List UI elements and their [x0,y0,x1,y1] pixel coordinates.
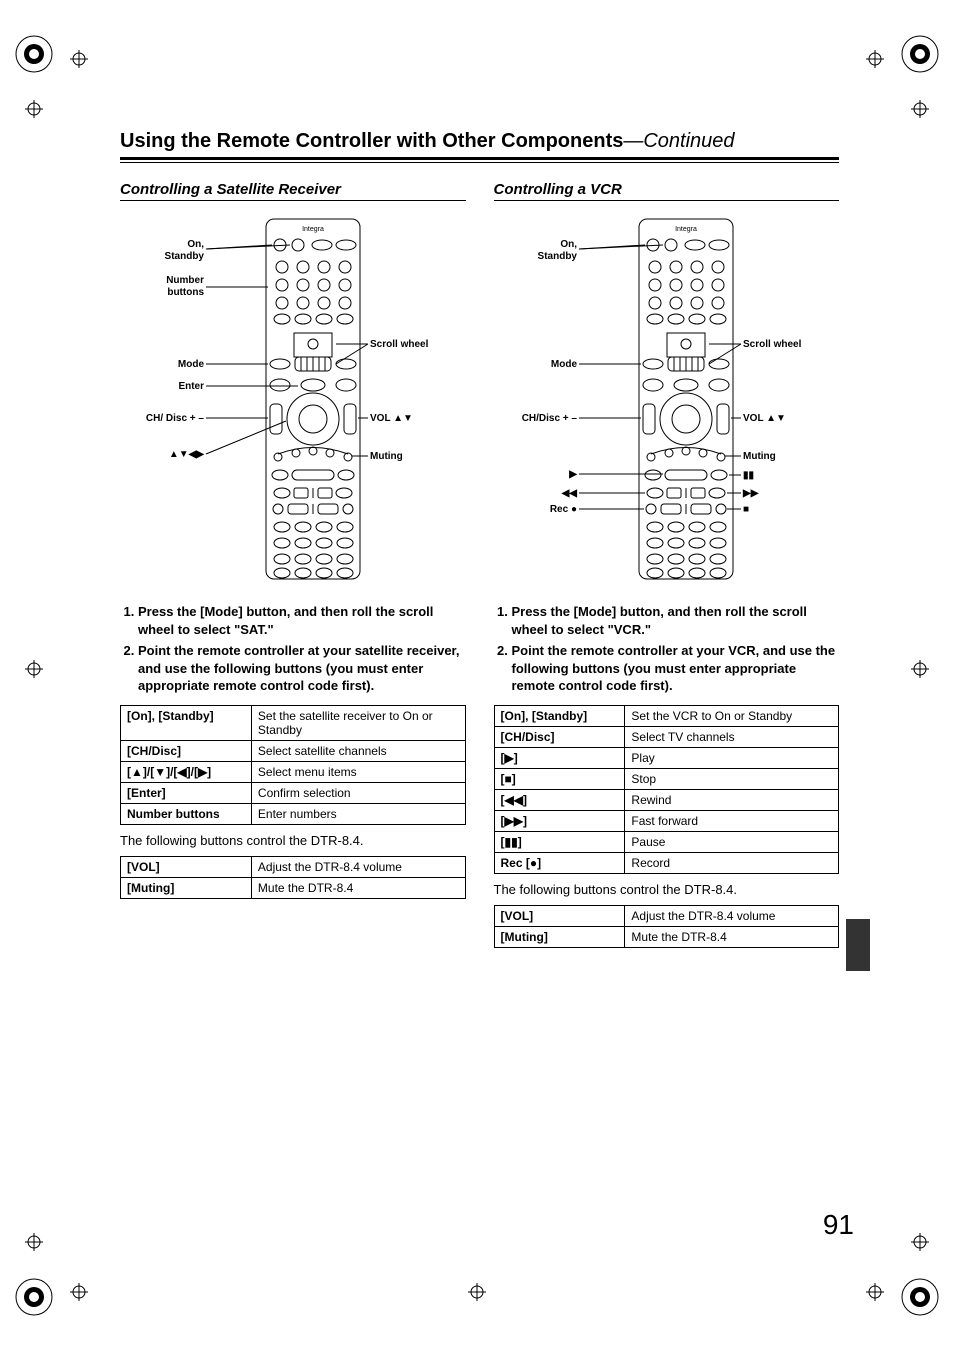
svg-text:◀◀: ◀◀ [561,488,578,499]
svg-text:Enter: Enter [178,381,204,392]
corner-mark-bl [10,1273,58,1321]
table-row: [▶▶]Fast forward [494,810,839,831]
page-number: 91 [823,1209,854,1241]
table-row: [▲]/[▼]/[◀]/[▶]Select menu items [121,761,466,782]
button-table-vcr: [On], [Standby]Set the VCR to On or Stan… [494,705,840,874]
svg-text:Standby: Standby [538,251,578,262]
corner-mark-br [896,1273,944,1321]
svg-text:Muting: Muting [743,451,776,462]
column-vcr: Controlling a VCR Integra [494,181,840,948]
remote-diagram-vcr: Integra [494,209,840,589]
table-row: [On], [Standby]Set the VCR to On or Stan… [494,705,839,726]
section-tab [846,919,870,971]
content-columns: Controlling a Satellite Receiver Integra [120,181,839,948]
steps-list-vcr: Press the [Mode] button, and then roll t… [494,603,840,695]
table-row: [▮▮]Pause [494,831,839,852]
table-row: [▶]Play [494,747,839,768]
svg-text:CH/Disc + –: CH/Disc + – [522,413,578,424]
reg-mark [866,50,884,68]
svg-text:Muting: Muting [370,451,403,462]
svg-text:Mode: Mode [551,359,578,370]
title-continued: —Continued [623,130,734,152]
svg-text:▲▼◀▶: ▲▼◀▶ [169,449,205,460]
table-row: [Enter]Confirm selection [121,782,466,803]
remote-svg: Integra [511,209,821,589]
table-row: Rec [●]Record [494,852,839,873]
svg-text:Number: Number [166,275,204,286]
table-row: [VOL]Adjust the DTR-8.4 volume [494,905,839,926]
svg-text:Scroll wheel: Scroll wheel [370,339,429,350]
table-row: [Muting]Mute the DTR-8.4 [121,877,466,898]
table-row: Number buttonsEnter numbers [121,803,466,824]
receiver-table-sat: [VOL]Adjust the DTR-8.4 volume [Muting]M… [120,856,466,899]
svg-text:VOL ▲▼: VOL ▲▼ [370,413,413,424]
svg-text:Standby: Standby [164,251,204,262]
table-row: [CH/Disc]Select satellite channels [121,740,466,761]
reg-mark [25,1233,43,1251]
step-item: Point the remote controller at your VCR,… [512,642,840,695]
receiver-table-vcr: [VOL]Adjust the DTR-8.4 volume [Muting]M… [494,905,840,948]
svg-text:CH/ Disc + –: CH/ Disc + – [146,413,205,424]
reg-mark [70,1283,88,1301]
title-text: Using the Remote Controller with Other C… [120,130,623,152]
table-row: [CH/Disc]Select TV channels [494,726,839,747]
svg-text:▶▶: ▶▶ [742,488,760,499]
button-table-sat: [On], [Standby]Set the satellite receive… [120,705,466,825]
manual-page: Using the Remote Controller with Other C… [0,0,954,1351]
reg-mark [911,660,929,678]
table-row: [VOL]Adjust the DTR-8.4 volume [121,856,466,877]
reg-mark [25,660,43,678]
corner-mark-tr [896,30,944,78]
svg-text:Integra: Integra [675,226,697,233]
svg-text:■: ■ [743,504,749,515]
svg-text:On,: On, [187,239,204,250]
number-grid [274,261,353,324]
svg-text:Scroll wheel: Scroll wheel [743,339,802,350]
remote-svg: Integra [138,209,448,589]
reg-mark [866,1283,884,1301]
step-item: Press the [Mode] button, and then roll t… [138,603,466,638]
note-sat: The following buttons control the DTR-8.… [120,833,466,848]
svg-text:Mode: Mode [178,359,205,370]
step-item: Press the [Mode] button, and then roll t… [512,603,840,638]
section-heading-vcr: Controlling a VCR [494,181,840,201]
steps-list-sat: Press the [Mode] button, and then roll t… [120,603,466,695]
svg-text:▮▮: ▮▮ [743,470,754,481]
note-vcr: The following buttons control the DTR-8.… [494,882,840,897]
svg-text:buttons: buttons [167,287,204,298]
svg-text:Rec ●: Rec ● [550,504,577,515]
column-satellite: Controlling a Satellite Receiver Integra [120,181,466,948]
table-row: [■]Stop [494,768,839,789]
table-row: [◀◀]Rewind [494,789,839,810]
page-title: Using the Remote Controller with Other C… [120,130,839,153]
table-row: [Muting]Mute the DTR-8.4 [494,926,839,947]
reg-mark [70,50,88,68]
reg-mark [911,100,929,118]
step-item: Point the remote controller at your sate… [138,642,466,695]
title-rule [120,157,839,163]
remote-diagram-sat: Integra [120,209,466,589]
svg-text:▶: ▶ [569,469,579,480]
reg-mark [468,1283,486,1301]
section-heading-sat: Controlling a Satellite Receiver [120,181,466,201]
svg-text:On,: On, [561,239,578,250]
reg-mark [25,100,43,118]
table-row: [On], [Standby]Set the satellite receive… [121,705,466,740]
brand-label: Integra [302,226,324,233]
corner-mark-tl [10,30,58,78]
reg-mark [911,1233,929,1251]
svg-text:VOL ▲▼: VOL ▲▼ [743,413,786,424]
